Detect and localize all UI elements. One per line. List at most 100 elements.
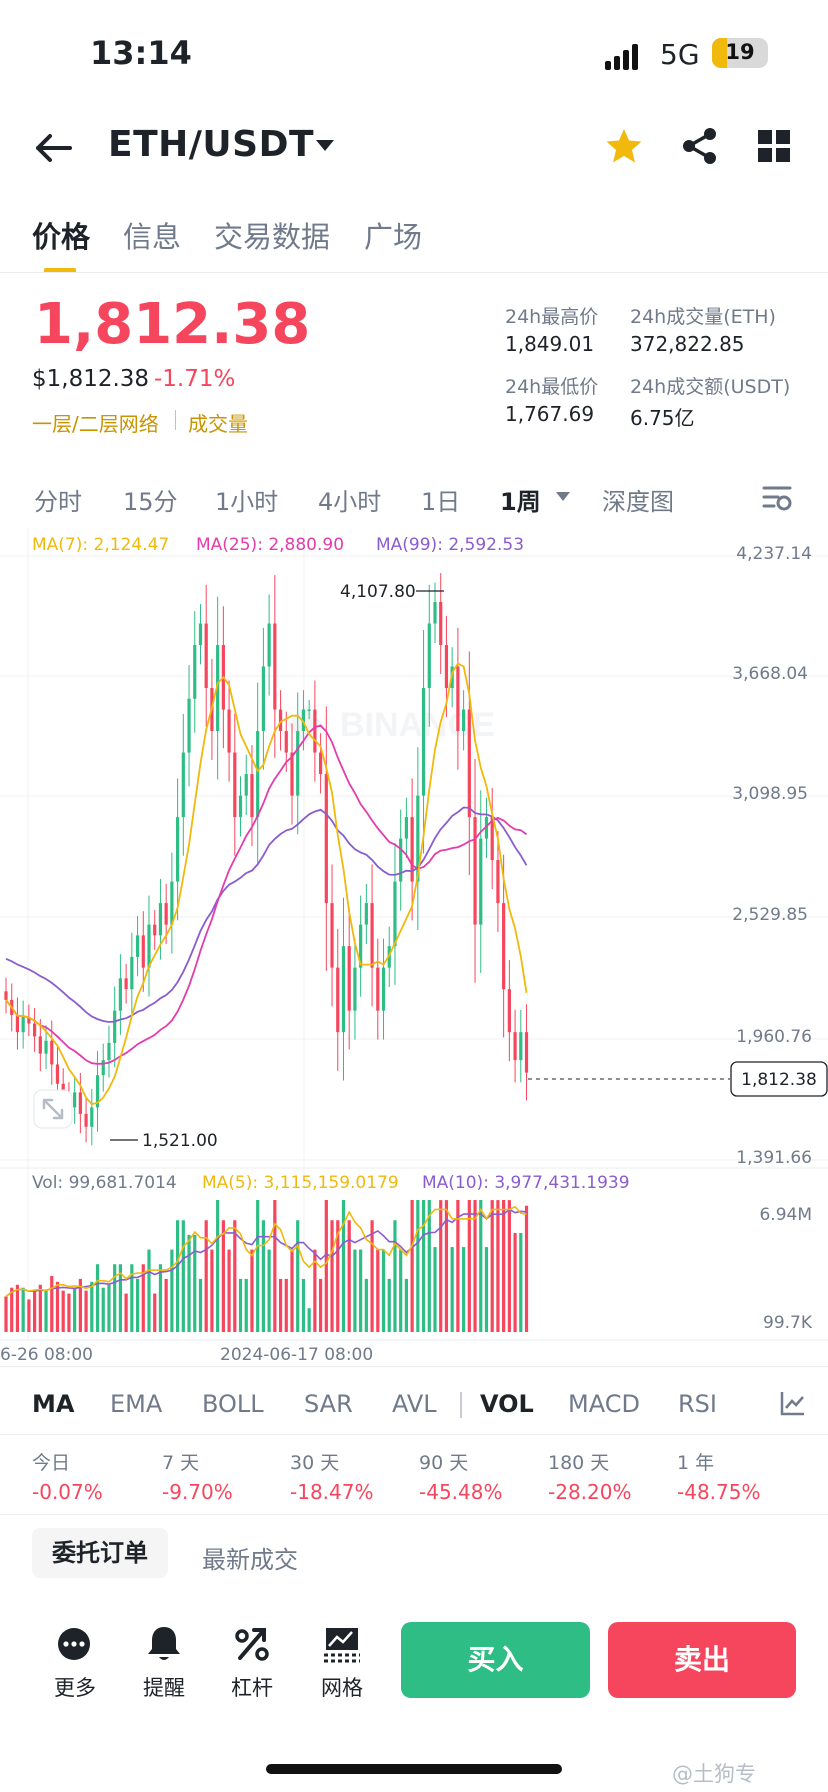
indicator-ma[interactable]: MA <box>32 1390 75 1418</box>
interval-time[interactable]: 分时 <box>34 488 82 516</box>
alert-label[interactable]: 提醒 <box>143 1676 185 1700</box>
more-label[interactable]: 更多 <box>54 1676 96 1700</box>
bell-icon[interactable] <box>140 1624 188 1664</box>
candle <box>44 1040 48 1054</box>
divider <box>0 1434 828 1435</box>
indicator-ema[interactable]: EMA <box>110 1390 163 1418</box>
interval-1w[interactable]: 1周 <box>500 488 541 516</box>
candle <box>456 666 460 732</box>
interval-depth[interactable]: 深度图 <box>602 488 674 516</box>
volume-tick: 6.94M <box>759 1205 812 1225</box>
chevron-down-icon[interactable] <box>316 140 334 151</box>
tab-open-orders[interactable]: 委托订单 <box>32 1528 168 1578</box>
candles <box>4 572 529 1146</box>
signal-icon <box>605 44 643 70</box>
interval-1d[interactable]: 1日 <box>421 488 461 516</box>
stat-low-value: 1,767.69 <box>505 402 595 426</box>
stat-high-label: 24h最高价 <box>505 306 599 328</box>
candle <box>524 1032 529 1073</box>
perf-label: 1 年 <box>677 1452 715 1474</box>
indicator-rsi[interactable]: RSI <box>678 1390 717 1418</box>
star-icon[interactable] <box>604 126 644 166</box>
indicator-settings-icon[interactable] <box>780 1390 806 1416</box>
volume-bar <box>147 1249 151 1332</box>
grid-label[interactable]: 网格 <box>321 1676 363 1700</box>
volume-bar <box>216 1200 220 1332</box>
volume-bar <box>233 1220 237 1332</box>
volume-bar <box>439 1200 443 1332</box>
candle <box>421 688 426 796</box>
grid-menu-icon[interactable] <box>758 130 790 162</box>
indicator-boll[interactable]: BOLL <box>202 1390 264 1418</box>
candle <box>519 1032 523 1061</box>
volume-bar <box>90 1281 94 1332</box>
volume-bar <box>496 1200 500 1332</box>
time-tick: 2024-06-17 08:00 <box>220 1345 373 1365</box>
volume-bar <box>399 1249 403 1332</box>
leverage-label[interactable]: 杠杆 <box>231 1676 273 1700</box>
candle <box>381 967 386 1011</box>
volume-bar <box>444 1200 449 1332</box>
buy-button[interactable]: 买入 <box>401 1622 590 1698</box>
tab-square[interactable]: 广场 <box>364 220 423 254</box>
ma25-line <box>5 724 528 1065</box>
candle <box>513 1032 517 1061</box>
interval-1h[interactable]: 1小时 <box>215 488 279 516</box>
volume-bar <box>370 1220 374 1332</box>
share-icon[interactable] <box>680 126 720 166</box>
volume-bar <box>330 1220 334 1332</box>
candle <box>130 956 134 990</box>
indicator-avl[interactable]: AVL <box>392 1390 437 1418</box>
volume-bar <box>359 1249 363 1332</box>
candle <box>176 817 180 882</box>
watermark-text: @土狗专 <box>672 1762 756 1786</box>
min-price-label: 1,521.00 <box>142 1131 218 1151</box>
ma7-legend: MA(7): 2,124.47 <box>32 535 169 555</box>
indicator-vol[interactable]: VOL <box>480 1390 534 1418</box>
interval-caret-icon[interactable] <box>556 492 570 501</box>
volume-legend: Vol: 99,681.7014 <box>32 1173 177 1193</box>
interval-15m[interactable]: 15分 <box>123 488 178 516</box>
sell-button[interactable]: 卖出 <box>608 1622 796 1698</box>
tab-info[interactable]: 信息 <box>123 220 182 254</box>
grid-trading-icon[interactable] <box>318 1624 366 1664</box>
volume-ma10-legend: MA(10): 3,977,431.1939 <box>422 1173 630 1193</box>
volume-bar <box>67 1293 71 1332</box>
volume-bar <box>256 1200 260 1332</box>
chart-gridlines <box>0 528 828 1340</box>
kline-chart[interactable]: BINANCE MA(7): 2,124.47 MA(25): 2,880.90… <box>0 528 828 1368</box>
leverage-icon[interactable] <box>228 1624 276 1664</box>
tab-price[interactable]: 价格 <box>32 220 91 254</box>
tag-volume[interactable]: 成交量 <box>188 412 248 436</box>
more-icon[interactable] <box>50 1624 98 1664</box>
interval-4h[interactable]: 4小时 <box>318 488 382 516</box>
candle <box>404 817 408 839</box>
tab-latest-trades[interactable]: 最新成交 <box>202 1546 298 1574</box>
volume-bar <box>84 1290 88 1332</box>
indicator-macd[interactable]: MACD <box>568 1390 640 1418</box>
volume-bar <box>78 1278 82 1332</box>
candle <box>38 1036 42 1054</box>
candle <box>238 795 243 818</box>
price-tick: 3,668.04 <box>732 664 808 684</box>
price-tick: 2,529.85 <box>732 905 808 925</box>
volume-bar <box>187 1234 191 1332</box>
perf-label: 7 天 <box>162 1452 200 1474</box>
expand-chart-icon <box>33 1089 73 1129</box>
candle <box>336 967 340 1033</box>
volume-bar <box>107 1284 111 1332</box>
tab-trading-data[interactable]: 交易数据 <box>214 220 331 254</box>
tag-network[interactable]: 一层/二层网络 <box>32 412 159 436</box>
pair-selector[interactable]: ETH/USDT <box>108 124 315 165</box>
volume-bar <box>278 1278 283 1332</box>
volume-bar <box>38 1284 42 1332</box>
back-arrow-icon[interactable] <box>34 130 74 166</box>
volume-bar <box>113 1264 117 1332</box>
chart-settings-icon[interactable] <box>762 484 792 512</box>
candle <box>330 903 334 968</box>
candle <box>101 1060 105 1076</box>
perf-label: 180 天 <box>548 1452 610 1474</box>
volume-bar <box>513 1232 517 1332</box>
indicator-sar[interactable]: SAR <box>304 1390 353 1418</box>
volume-bar <box>467 1200 471 1332</box>
